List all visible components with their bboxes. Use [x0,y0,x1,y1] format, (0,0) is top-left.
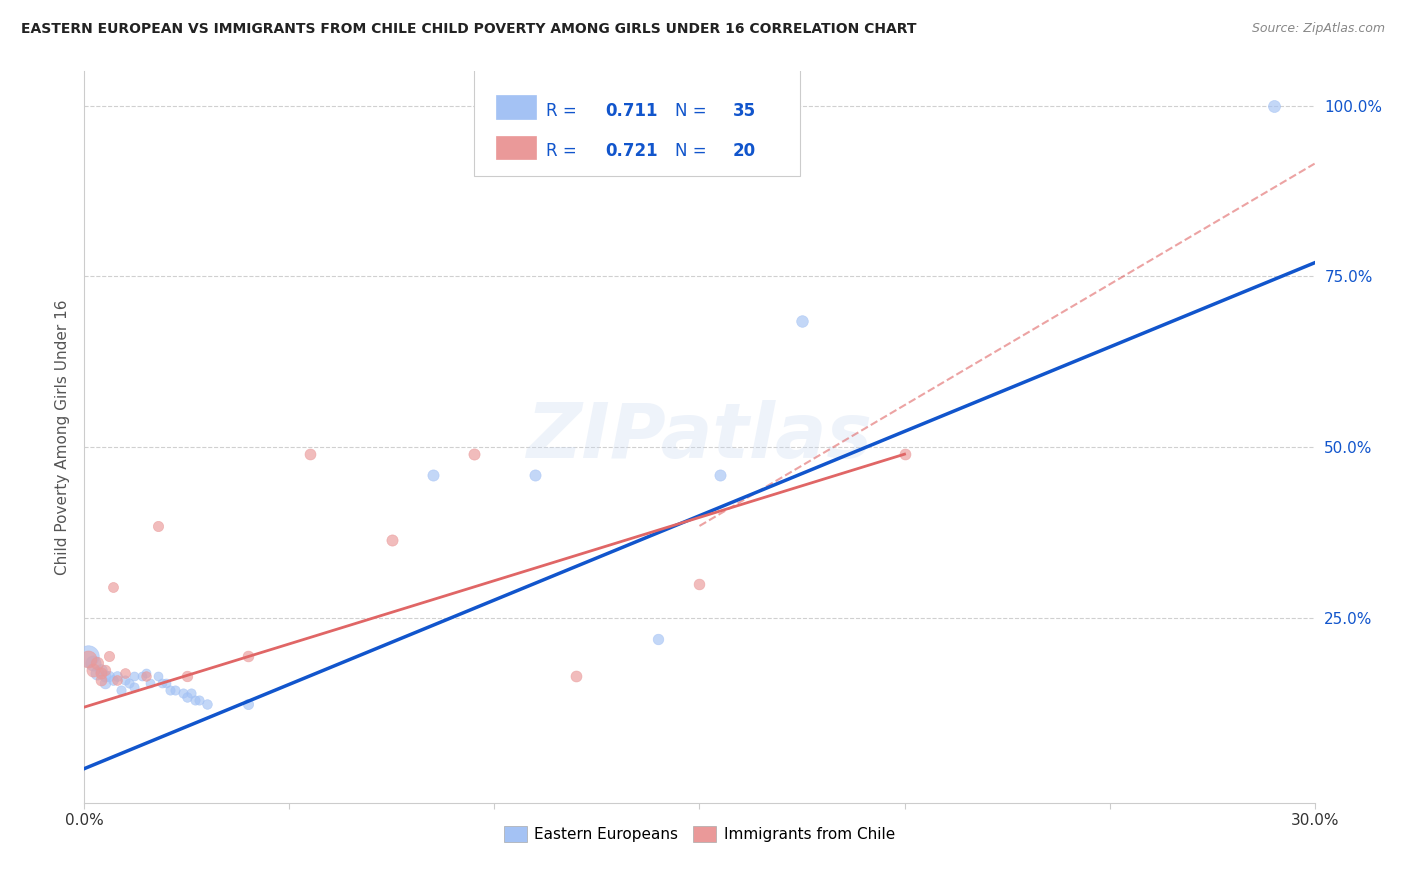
Point [139,676,162,690]
Point [647,632,669,646]
Point [105,673,128,687]
Text: Source: ZipAtlas.com: Source: ZipAtlas.com [1251,22,1385,36]
Point [122,680,145,694]
Point [82,656,104,670]
Text: R =: R = [546,142,582,160]
Point [90,665,112,680]
Point [159,683,181,698]
Point [90,663,112,677]
Point [197,697,219,711]
Point [98,648,120,663]
Text: N =: N = [675,142,711,160]
Text: 0.711: 0.711 [605,102,657,120]
Point [1263,98,1285,112]
Point [101,581,124,595]
Text: N =: N = [675,102,711,120]
Point [94,676,117,690]
Text: 20: 20 [733,142,756,160]
Point [101,673,124,687]
Point [110,683,132,698]
Point [150,676,173,690]
Text: ZIPatlas: ZIPatlas [526,401,873,474]
Point [238,697,260,711]
Text: 0.721: 0.721 [605,142,658,160]
Point [148,669,170,683]
Point [422,467,444,482]
Point [172,686,194,700]
Text: EASTERN EUROPEAN VS IMMIGRANTS FROM CHILE CHILD POVERTY AMONG GIRLS UNDER 16 COR: EASTERN EUROPEAN VS IMMIGRANTS FROM CHIL… [21,22,917,37]
Point [94,669,117,683]
Point [163,683,186,698]
Point [77,648,100,663]
FancyBboxPatch shape [474,70,800,176]
Point [381,533,404,547]
Point [105,669,128,683]
Point [524,467,547,482]
Point [238,648,260,663]
Point [893,447,915,461]
Point [188,693,211,707]
Point [176,669,198,683]
Point [114,673,136,687]
Point [86,656,108,670]
Point [94,663,117,677]
Y-axis label: Child Poverty Among Girls Under 16: Child Poverty Among Girls Under 16 [55,300,70,574]
Text: R =: R = [546,102,582,120]
Point [86,665,108,680]
Point [298,447,321,461]
Point [155,676,177,690]
Point [114,665,136,680]
FancyBboxPatch shape [496,136,536,159]
Text: 35: 35 [733,102,756,120]
Point [180,686,202,700]
Point [135,665,157,680]
FancyBboxPatch shape [496,95,536,119]
Point [184,693,207,707]
Point [148,519,170,533]
Point [176,690,198,704]
Point [689,577,711,591]
Legend: Eastern Europeans, Immigrants from Chile: Eastern Europeans, Immigrants from Chile [496,819,903,850]
Point [463,447,485,461]
Point [90,673,112,687]
Point [709,467,731,482]
Point [122,669,145,683]
Point [118,676,141,690]
Point [565,669,588,683]
Point [77,652,100,666]
Point [82,663,104,677]
Point [131,669,153,683]
Point [98,669,120,683]
Point [790,314,813,328]
Point [135,669,157,683]
